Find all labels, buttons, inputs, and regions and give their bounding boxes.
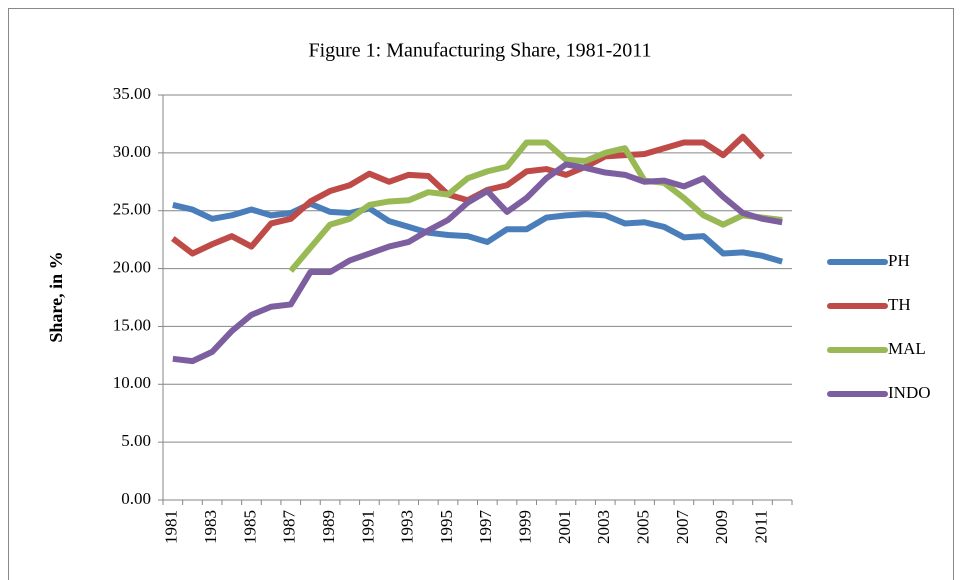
y-tick-label: 30.00 [113, 142, 151, 161]
x-tick-label: 1983 [201, 510, 220, 544]
x-tick-label: 1991 [358, 510, 377, 544]
x-tick-label: 1999 [516, 510, 535, 544]
x-tick-label: 2005 [633, 510, 652, 544]
x-tick-label: 2003 [594, 510, 613, 544]
y-tick-label: 5.00 [121, 431, 151, 450]
y-axis-label: Share, in % [46, 251, 66, 342]
x-tick-label: 1981 [162, 510, 181, 544]
x-tick-label: 2001 [555, 510, 574, 544]
x-tick-label: 2007 [673, 510, 692, 545]
x-tick-label: 2009 [712, 510, 731, 544]
y-tick-label: 0.00 [121, 489, 151, 508]
legend-label: MAL [888, 339, 926, 358]
x-tick-label: 2011 [751, 510, 770, 543]
chart-frame [8, 8, 954, 580]
x-tick-label: 1993 [398, 510, 417, 544]
x-tick-label: 1987 [280, 510, 299, 545]
line-series [172, 200, 784, 265]
x-tick-label: 1997 [476, 510, 495, 545]
legend-label: INDO [888, 383, 931, 402]
legend-label: TH [888, 295, 911, 314]
x-tick-label: 1989 [319, 510, 338, 544]
y-tick-label: 25.00 [113, 200, 151, 219]
y-tick-label: 20.00 [113, 257, 151, 276]
y-tick-label: 10.00 [113, 373, 151, 392]
x-tick-label: 1985 [240, 510, 259, 544]
line-series [288, 139, 783, 273]
line-series [172, 161, 783, 365]
legend-label: PH [888, 251, 910, 270]
y-tick-label: 35.00 [113, 84, 151, 103]
chart-title: Figure 1: Manufacturing Share, 1981-2011 [308, 40, 651, 62]
y-tick-label: 15.00 [113, 315, 151, 334]
x-tick-label: 1995 [437, 510, 456, 544]
